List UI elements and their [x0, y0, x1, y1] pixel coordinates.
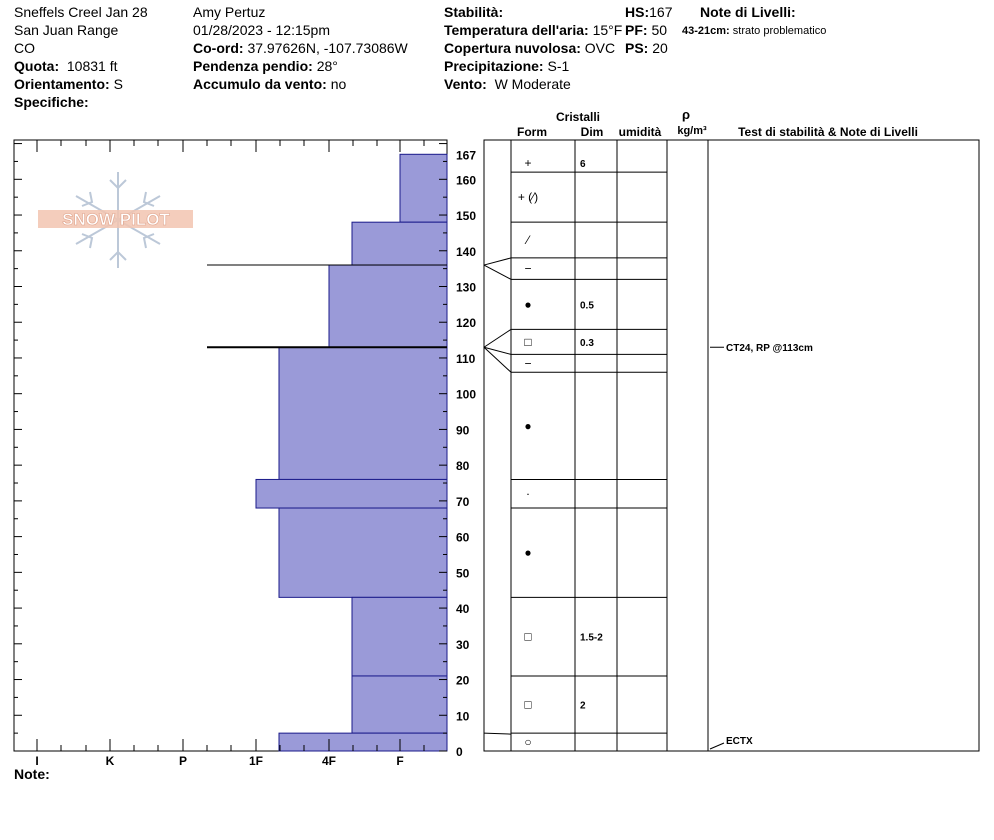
logo-text: SNOW PILOT: [62, 210, 170, 229]
hardness-bar: [278, 732, 448, 752]
row-connector: [483, 346, 512, 373]
snowpilot-logo: SNOW PILOT: [38, 172, 193, 268]
crystal-form-symbol: ○: [524, 735, 531, 749]
height-tick-label: 100: [456, 388, 476, 402]
row-connector: [483, 257, 512, 266]
weather-info: Stabilità: Temperatura dell'aria: 15°F C…: [444, 3, 622, 93]
ps: PS: 20: [625, 40, 668, 56]
dim-header: Dim: [581, 125, 604, 139]
height-tick-label: 167: [456, 148, 476, 162]
height-tick-label: 150: [456, 209, 476, 223]
hardness-label: P: [179, 754, 187, 768]
hardness-label: 1F: [249, 754, 263, 768]
height-tick-label: 20: [456, 674, 470, 688]
hardness-bar: [351, 221, 448, 266]
hardness-bar: [278, 346, 448, 480]
height-tick-label: 60: [456, 531, 470, 545]
crystal-form-symbol: −: [524, 356, 531, 370]
height-tick-label: 50: [456, 566, 470, 580]
crystal-form-symbol: ●: [524, 546, 531, 560]
height-tick-label: 30: [456, 638, 470, 652]
height-tick-label: 120: [456, 316, 476, 330]
crystal-dim-value: 1.5-2: [580, 633, 603, 644]
crystals-header: Cristalli: [556, 110, 600, 124]
rho-header: ρ: [682, 107, 690, 122]
elevation: Quota: 10831 ft: [14, 58, 118, 74]
hardness-label: F: [396, 754, 403, 768]
crystal-form-symbol: ●: [524, 419, 531, 433]
height-tick-label: 130: [456, 280, 476, 294]
height-tick-label: 160: [456, 173, 476, 187]
specifics-label: Specifiche:: [14, 94, 89, 110]
hardness-label: I: [35, 754, 38, 768]
crystal-form-symbol: −: [524, 262, 531, 276]
observer-name: Amy Pertuz: [193, 4, 266, 20]
pf: PF: 50: [625, 22, 668, 38]
air-temp: Temperatura dell'aria: 15°F: [444, 22, 623, 38]
density-unit-header: kg/m³: [677, 125, 707, 137]
height-tick-label: 70: [456, 495, 470, 509]
stability-test-label: ECTX: [726, 736, 753, 747]
row-connector: [483, 328, 512, 348]
snow-depth-info: HS:167 PF: 50 PS: 20: [625, 3, 672, 57]
test-arrow: [709, 742, 725, 750]
wind: Vento: W Moderate: [444, 76, 571, 92]
height-tick-label: 140: [456, 245, 476, 259]
row-connector: [483, 264, 512, 280]
observation-datetime: 01/28/2023 - 12:15pm: [193, 22, 330, 38]
crystal-dim-value: 6: [580, 159, 586, 170]
notes-label: Note:: [14, 766, 50, 782]
height-tick-label: 0: [456, 745, 463, 759]
humidity-header: umidità: [619, 125, 662, 139]
height-tick-label: 80: [456, 459, 470, 473]
height-tick-label: 40: [456, 602, 470, 616]
hardness-bar: [255, 478, 448, 509]
location-info: Sneffels Creel Jan 28 San Juan Range CO …: [14, 3, 148, 111]
state-name: CO: [14, 40, 35, 56]
crystal-form-symbol: □: [524, 630, 531, 644]
height-tick-label: 90: [456, 423, 470, 437]
crystal-form-symbol: +: [524, 156, 531, 170]
hardness-label: 4F: [322, 754, 336, 768]
crystal-dim-value: 0.5: [580, 300, 594, 311]
crystal-form-symbol: + (⁄): [518, 190, 538, 204]
aspect: Orientamento: S: [14, 76, 123, 92]
stability-notes-header: Test di stabilità & Note di Livelli: [738, 125, 918, 139]
hardness-bar: [351, 596, 448, 677]
hs: HS:167: [625, 4, 673, 20]
observation-info: Amy Pertuz 01/28/2023 - 12:15pm Co-ord: …: [193, 3, 408, 93]
crystal-form-symbol: ●: [524, 297, 531, 311]
crystal-form-symbol: ·: [526, 487, 530, 501]
crystal-dim-value: 0.3: [580, 338, 594, 349]
hardness-bar: [351, 675, 448, 734]
cloud-cover: Copertura nuvolosa: OVC: [444, 40, 616, 56]
row-connector: [483, 732, 512, 735]
crystal-form-symbol: ⁄: [524, 233, 531, 247]
hardness-bar: [278, 507, 448, 598]
range-name: San Juan Range: [14, 22, 119, 38]
height-tick-label: 110: [456, 352, 476, 366]
layer-note: 43-21cm: strato problematico: [682, 25, 827, 37]
layer-notes-header: Note di Livelli:: [700, 4, 796, 20]
hardness-bar: [399, 153, 448, 223]
hardness-label: K: [106, 754, 115, 768]
height-tick-label: 10: [456, 709, 470, 723]
crystal-form-symbol: □: [524, 335, 531, 349]
form-header: Form: [517, 125, 547, 139]
coordinates: Co-ord: 37.97626N, -107.73086W: [193, 40, 408, 56]
precipitation: Precipitazione: S-1: [444, 58, 570, 74]
hardness-bar: [328, 264, 448, 348]
slope-angle: Pendenza pendio: 28°: [193, 58, 338, 74]
layer-table-frame: [483, 139, 980, 752]
row-connector: [483, 346, 512, 355]
location-name: Sneffels Creel Jan 28: [14, 4, 148, 20]
crystal-dim-value: 2: [580, 701, 586, 712]
stability: Stabilità:: [444, 4, 504, 20]
wind-loading: Accumulo da vento: no: [193, 76, 347, 92]
crystal-form-symbol: □: [524, 698, 531, 712]
stability-test-label: CT24, RP @113cm: [726, 343, 813, 354]
